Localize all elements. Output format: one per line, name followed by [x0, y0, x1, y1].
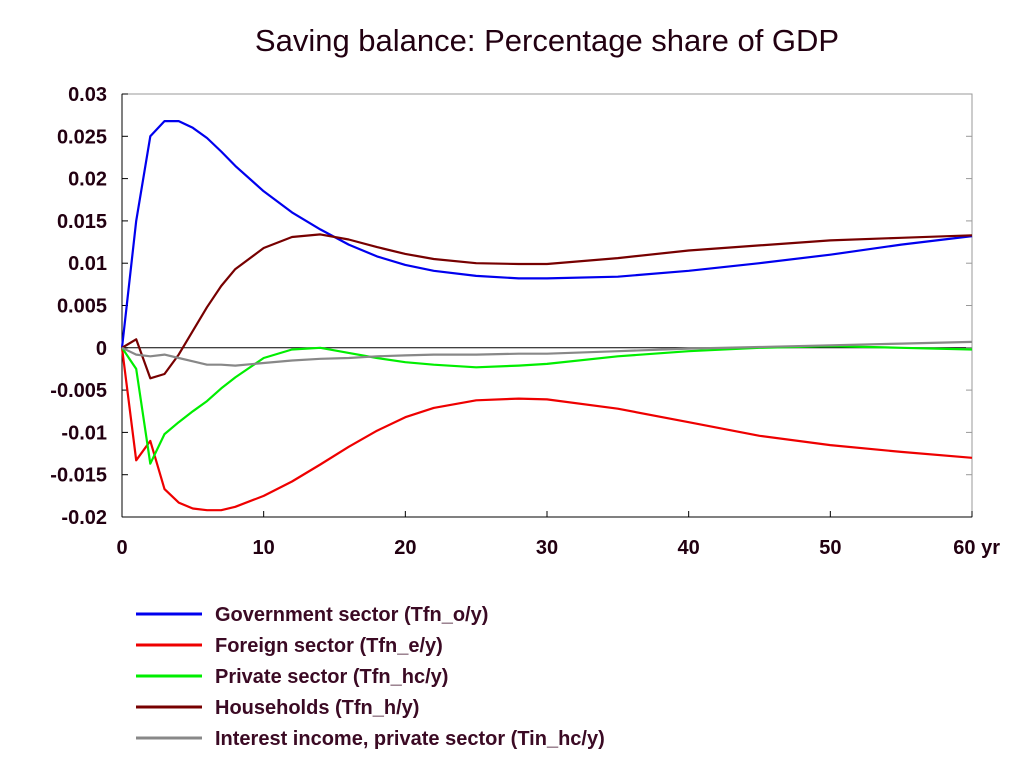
x-tick-label: 40 — [678, 537, 700, 559]
y-tick-label: -0.015 — [50, 465, 107, 487]
legend-label: Interest income, private sector (Tin_hc/… — [215, 728, 605, 750]
y-tick-label: 0.03 — [68, 84, 107, 106]
series-line-4 — [121, 340, 973, 367]
x-tick-label: 0 — [116, 537, 127, 559]
x-axis: 0 10 20 30 40 50 60 yr — [116, 511, 1000, 559]
x-tick-label: 20 — [394, 537, 416, 559]
y-tick-label: 0.01 — [68, 253, 107, 275]
series-line-1 — [120, 347, 973, 512]
legend-label: Government sector (Tfn_o/y) — [215, 604, 488, 626]
y-tick-label: -0.005 — [50, 380, 107, 402]
legend-label: Private sector (Tfn_hc/y) — [215, 666, 448, 688]
y-tick-label: -0.02 — [61, 507, 107, 529]
x-tick-label: 60 yr — [953, 537, 1000, 559]
y-tick-label: -0.01 — [61, 422, 107, 444]
x-tick-label: 50 — [819, 537, 841, 559]
legend: Government sector (Tfn_o/y) Foreign secto… — [136, 604, 605, 750]
y-tick-label: 0.025 — [57, 126, 107, 148]
plot-area — [121, 93, 973, 518]
chart-title: Saving balance: Percentage share of GDP — [255, 23, 839, 58]
series-line-3 — [121, 233, 973, 380]
series-line-2 — [121, 345, 973, 465]
legend-label: Foreign sector (Tfn_e/y) — [215, 635, 443, 657]
y-tick-label: 0 — [96, 338, 107, 360]
x-tick-label: 30 — [536, 537, 558, 559]
y-tick-label: 0.02 — [68, 169, 107, 191]
series-line-0 — [120, 119, 973, 348]
y-tick-label: 0.005 — [57, 296, 107, 318]
y-tick-label: 0.015 — [57, 211, 107, 233]
legend-label: Households (Tfn_h/y) — [215, 697, 419, 719]
x-tick-label: 10 — [253, 537, 275, 559]
y-axis: 0.03 0.025 0.02 0.015 0.01 0.005 0 -0.005 -0.01 -… — [50, 84, 972, 529]
series-lines — [120, 119, 973, 512]
